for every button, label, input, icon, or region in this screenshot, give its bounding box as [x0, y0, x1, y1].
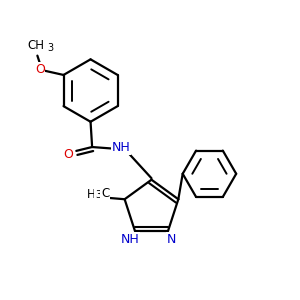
Text: 3: 3	[95, 190, 101, 200]
Text: O: O	[35, 63, 45, 76]
Text: CH: CH	[28, 39, 45, 52]
Text: N: N	[167, 232, 176, 246]
Text: O: O	[64, 148, 74, 161]
Text: NH: NH	[121, 232, 140, 246]
Text: 3: 3	[47, 43, 53, 53]
Text: C: C	[101, 187, 109, 200]
Text: NH: NH	[112, 141, 130, 154]
Text: H: H	[87, 188, 96, 201]
